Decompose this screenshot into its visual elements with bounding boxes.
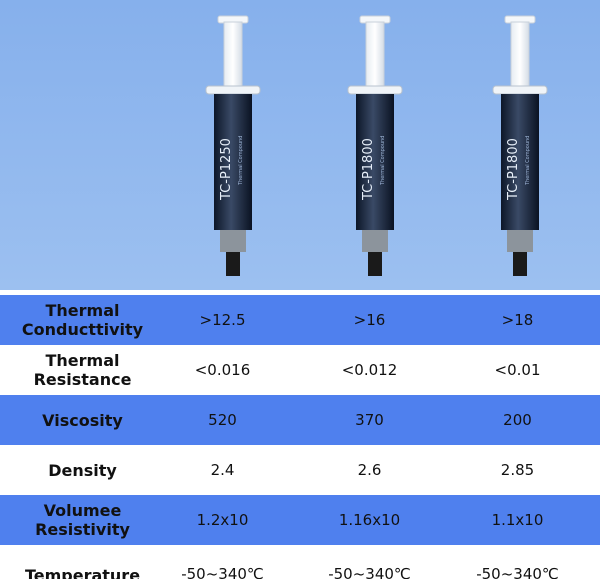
cell-value: 370 — [355, 411, 384, 429]
model-label: TC-P1800 — [506, 138, 521, 201]
cell-value: 2.6 — [357, 461, 382, 479]
row-label-text: Viscosity — [42, 410, 123, 430]
syringe: TC-P1800 Thermal Compound — [347, 15, 403, 276]
cell-value: 200 — [503, 411, 532, 429]
plunger — [223, 21, 243, 91]
barrel — [501, 94, 539, 230]
thread — [362, 230, 388, 252]
cell-value: -50~340℃ — [476, 565, 559, 579]
table-row: Thermal Resistance <0.016 <0.012 <0.01 — [0, 345, 600, 395]
cell-value: 2.4 — [210, 461, 235, 479]
flange — [347, 85, 403, 95]
row-label: Density — [0, 461, 165, 480]
table-row: Density 2.4 2.6 2.85 — [0, 445, 600, 495]
row-label-text: Thermal Resistance — [33, 351, 132, 389]
cell-value: 1.2x10 — [196, 511, 249, 529]
row-label-text: Volumee Resistivity — [35, 501, 130, 539]
caption: Thermal Compound — [238, 136, 244, 186]
cell-value: <0.01 — [494, 361, 541, 379]
cell-value: 1.16x10 — [338, 511, 401, 529]
thread — [507, 230, 533, 252]
plunger — [510, 21, 530, 91]
cell-value: 1.1x10 — [491, 511, 544, 529]
hero: TC-P1250 Thermal Compound TC-P1800 Thermal … — [0, 0, 600, 290]
table-row: Viscosity 520 370 200 — [0, 395, 600, 445]
table-row: Thermal Conducttivity >12.5 >16 >18 — [0, 295, 600, 345]
row-label-text: Temperature — [24, 566, 141, 579]
row-label: Thermal Resistance — [0, 351, 165, 389]
model-label: TC-P1800 — [361, 138, 376, 201]
cell-value: >16 — [353, 311, 386, 329]
row-label: Viscosity — [0, 411, 165, 430]
cell-value: 2.85 — [500, 461, 535, 479]
row-label-text: Thermal Conducttivity — [21, 301, 144, 339]
row-label: Temperature — [0, 566, 165, 579]
tip — [226, 252, 240, 276]
tip — [368, 252, 382, 276]
cell-value: -50~340℃ — [328, 565, 411, 579]
model-label: TC-P1250 — [219, 138, 234, 201]
row-label: Thermal Conducttivity — [0, 301, 165, 339]
cell-value: -50~340℃ — [181, 565, 264, 579]
cell-value: >12.5 — [199, 311, 246, 329]
cell-value: >18 — [501, 311, 534, 329]
syringes: TC-P1250 Thermal Compound TC-P1800 Thermal … — [205, 15, 548, 276]
caption: Thermal Compound — [380, 136, 386, 186]
tip — [513, 252, 527, 276]
row-label: Volumee Resistivity — [0, 501, 165, 539]
syringe: TC-P1250 Thermal Compound — [205, 15, 261, 276]
caption: Thermal Compound — [525, 136, 531, 186]
barrel — [214, 94, 252, 230]
table-row: Temperature -50~340℃ -50~340℃ -50~340℃ — [0, 545, 600, 579]
flange — [492, 85, 548, 95]
cell-value: <0.016 — [194, 361, 251, 379]
cell-value: 520 — [208, 411, 237, 429]
row-label-text: Density — [48, 460, 117, 480]
cell-value: <0.012 — [341, 361, 398, 379]
plunger — [365, 21, 385, 91]
barrel — [356, 94, 394, 230]
syringe: TC-P1800 Thermal Compound — [492, 15, 548, 276]
flange — [205, 85, 261, 95]
thread — [220, 230, 246, 252]
table-row: Volumee Resistivity 1.2x10 1.16x10 1.1x10 — [0, 495, 600, 545]
